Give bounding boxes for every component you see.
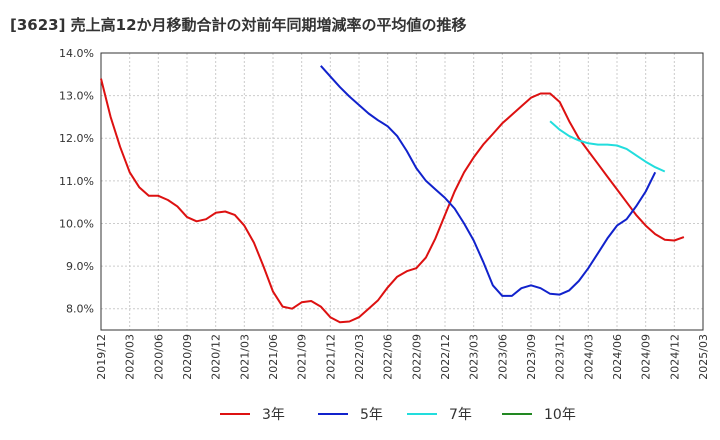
y-tick-label: 12.0% — [59, 132, 94, 145]
legend-label-2: 7年 — [449, 407, 472, 423]
x-tick-label: 2023/06 — [496, 334, 509, 380]
legend: 3年 5年 7年 10年 — [220, 407, 576, 423]
series-line-0 — [100, 78, 685, 324]
x-tick-label: 2020/06 — [152, 334, 165, 380]
x-tick-label: 2025/03 — [697, 334, 710, 380]
series-layer — [100, 65, 685, 324]
axis-layer: 14.0% 13.0% 12.0% 11.0% 10.0% 9.0% 8.0% 2019/12… — [59, 47, 710, 380]
x-tick-label: 2021/06 — [267, 334, 280, 380]
y-tick-label: 8.0% — [66, 303, 94, 316]
chart-title: [3623] 売上高12か月移動合計の対前年同期増減率の平均値の推移 — [10, 16, 467, 34]
legend-label-3: 10年 — [544, 407, 576, 423]
x-tick-label: 2021/09 — [296, 334, 309, 380]
x-tick-label: 2022/06 — [382, 334, 395, 380]
legend-label-1: 5年 — [360, 407, 383, 423]
x-tick-label: 2019/12 — [95, 334, 108, 380]
x-tick-label: 2024/09 — [640, 334, 653, 380]
x-tick-label: 2022/12 — [439, 334, 452, 380]
x-tick-label: 2021/12 — [324, 334, 337, 380]
x-tick-label: 2024/06 — [611, 334, 624, 380]
x-tick-label: 2022/03 — [353, 334, 366, 380]
series-line-2 — [549, 120, 666, 173]
y-tick-label: 11.0% — [59, 175, 94, 188]
x-tick-label: 2022/09 — [410, 334, 423, 380]
x-tick-label: 2024/12 — [668, 334, 681, 380]
y-tick-label: 10.0% — [59, 217, 94, 230]
x-tick-label: 2021/03 — [238, 334, 251, 380]
y-tick-label: 14.0% — [59, 47, 94, 60]
x-tick-label: 2020/09 — [181, 334, 194, 380]
y-tick-label: 9.0% — [66, 260, 94, 273]
grid-layer — [100, 52, 704, 330]
x-tick-label: 2023/03 — [468, 334, 481, 380]
x-tick-label: 2020/12 — [210, 334, 223, 380]
x-tick-label: 2023/12 — [554, 334, 567, 380]
legend-label-0: 3年 — [262, 407, 285, 423]
x-tick-label: 2024/03 — [582, 334, 595, 380]
series-line-1 — [320, 65, 657, 297]
x-tick-label: 2023/09 — [525, 334, 538, 380]
x-tick-label: 2020/03 — [124, 334, 137, 380]
plot-frame — [100, 52, 704, 331]
y-tick-label: 13.0% — [59, 90, 94, 103]
